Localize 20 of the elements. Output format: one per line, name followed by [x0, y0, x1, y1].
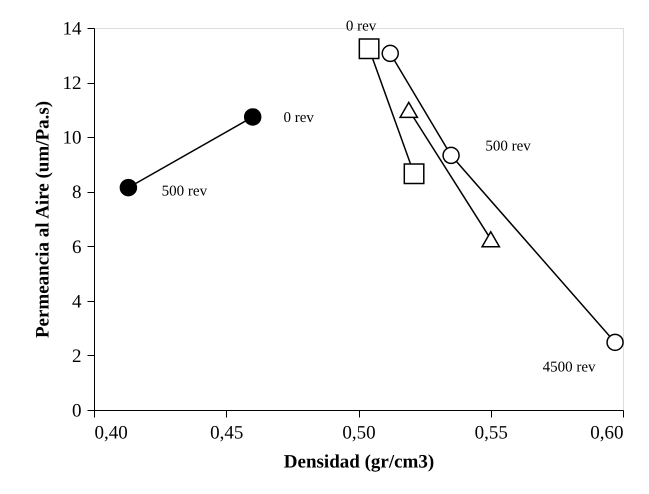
y-tick-label: 6 — [72, 236, 82, 258]
x-tick-label: 0,60 — [590, 422, 624, 444]
x-tick-label: 0,45 — [210, 422, 244, 444]
x-axis-title: Densidad (gr/cm3) — [284, 452, 434, 472]
y-tick-label: 2 — [72, 346, 82, 367]
annotation: 500 rev — [485, 138, 532, 154]
annotation: 500 rev — [162, 184, 208, 200]
x-tick-label: 0,40 — [94, 422, 128, 444]
x-tick-label: 0,55 — [474, 422, 508, 444]
y-tick-label: 12 — [62, 73, 82, 94]
y-axis-title: Permeancia al Aire (um/Pa.s) — [32, 100, 54, 338]
annotation: 0 rev — [283, 110, 314, 126]
y-tick-label: 0 — [72, 400, 82, 422]
y-tick-label: 14 — [62, 18, 82, 40]
annotation: 0 rev — [346, 18, 377, 35]
y-tick-label: 10 — [62, 128, 82, 149]
annotation: 4500 rev — [542, 359, 596, 376]
y-tick-label: 4 — [72, 291, 82, 312]
y-tick-label: 8 — [72, 182, 82, 204]
x-tick-label: 0,50 — [342, 422, 376, 444]
